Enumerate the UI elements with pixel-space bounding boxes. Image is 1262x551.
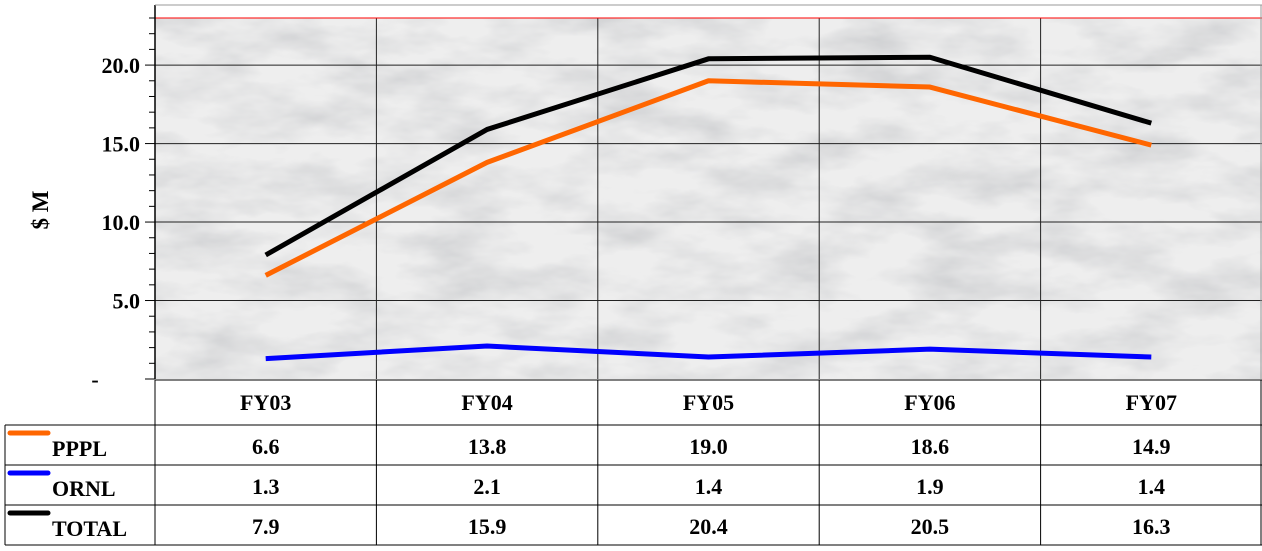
table-value: 2.1 — [473, 474, 501, 499]
series-line-ornl — [265, 343, 1152, 362]
series-line-pppl — [264, 78, 1152, 278]
table-value: 1.4 — [695, 474, 723, 499]
table-value: 20.5 — [911, 514, 950, 539]
series-lines — [264, 54, 1153, 362]
table-value: 13.8 — [468, 434, 507, 459]
y-tick-label: 10.0 — [102, 210, 141, 235]
table-value: 1.3 — [252, 474, 280, 499]
series-line-total — [264, 54, 1153, 258]
table-value: 1.4 — [1138, 474, 1166, 499]
table-value: 19.0 — [689, 434, 728, 459]
gridlines — [155, 17, 1262, 379]
table-value: 6.6 — [252, 434, 280, 459]
y-tick-label: 15.0 — [102, 132, 141, 157]
table-value: 18.6 — [911, 434, 950, 459]
legend-label-ornl: ORNL — [52, 476, 116, 501]
table-value: 16.3 — [1132, 514, 1171, 539]
y-tick-label: 5.0 — [113, 289, 141, 314]
y-tick-label: 20.0 — [102, 53, 141, 78]
y-tick-label: - — [91, 367, 98, 392]
table-value: 15.9 — [468, 514, 507, 539]
legend-label-total: TOTAL — [52, 516, 127, 541]
y-axis-label: $ M — [28, 190, 53, 229]
table-value: 7.9 — [252, 514, 280, 539]
x-tick-label: FY04 — [461, 390, 512, 415]
table-value: 1.9 — [916, 474, 944, 499]
plot-background — [155, 18, 1262, 379]
x-tick-label: FY05 — [683, 390, 734, 415]
x-tick-label: FY07 — [1126, 390, 1177, 415]
table-value: 20.4 — [689, 514, 728, 539]
x-tick-label: FY03 — [240, 390, 291, 415]
x-tick-label: FY06 — [904, 390, 955, 415]
y-axis-ticks: - 5.0 10.0 15.0 20.0 — [91, 17, 155, 392]
table-value: 14.9 — [1132, 434, 1171, 459]
legend-label-pppl: PPPL — [52, 436, 107, 461]
data-table: FY03 FY04 FY05 FY06 FY07 PPPL 6.6 13.8 19.0 18.6 1… — [4, 379, 1262, 546]
